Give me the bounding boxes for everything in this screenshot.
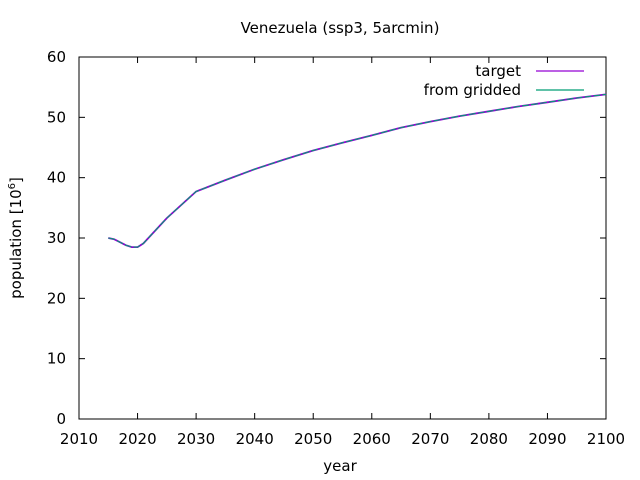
- y-tick-label-60: 60: [47, 48, 66, 66]
- y-axis-label-main: population [10: [7, 189, 25, 299]
- x-tick-label-2040: 2040: [236, 430, 274, 448]
- x-tick-label-2030: 2030: [177, 430, 215, 448]
- y-axis-label: population [106]: [7, 177, 25, 299]
- legend-label-from-gridded: from gridded: [424, 81, 521, 99]
- series-line-target: [108, 93, 607, 249]
- y-axis: 0 10 20 30 40 50 60: [47, 48, 606, 428]
- y-tick-label-30: 30: [47, 229, 66, 247]
- y-tick-label-20: 20: [47, 289, 66, 307]
- series-lines: [108, 93, 607, 249]
- y-axis-label-exponent: 6: [7, 183, 18, 189]
- y-tick-label-10: 10: [47, 350, 66, 368]
- x-tick-label-2060: 2060: [353, 430, 391, 448]
- x-tick-label-2090: 2090: [528, 430, 566, 448]
- x-tick-label-2100: 2100: [587, 430, 625, 448]
- y-tick-label-40: 40: [47, 169, 66, 187]
- legend: target from gridded: [424, 62, 584, 99]
- x-tick-label-2080: 2080: [470, 430, 508, 448]
- x-axis: 2010 2020 2030 2040 2050 2060 2070 2080 2090 2100: [60, 57, 625, 448]
- legend-label-target: target: [475, 62, 521, 80]
- x-tick-label-2020: 2020: [118, 430, 156, 448]
- plot-frame: [78, 56, 607, 420]
- x-tick-label-2050: 2050: [294, 430, 332, 448]
- y-axis-label-close: ]: [7, 177, 25, 183]
- y-tick-label-0: 0: [56, 410, 66, 428]
- x-axis-label: year: [323, 457, 357, 475]
- y-tick-label-50: 50: [47, 108, 66, 126]
- x-tick-label-2010: 2010: [60, 430, 98, 448]
- x-tick-label-2070: 2070: [411, 430, 449, 448]
- chart-title: Venezuela (ssp3, 5arcmin): [241, 19, 440, 37]
- series-line-from-gridded: [108, 93, 607, 248]
